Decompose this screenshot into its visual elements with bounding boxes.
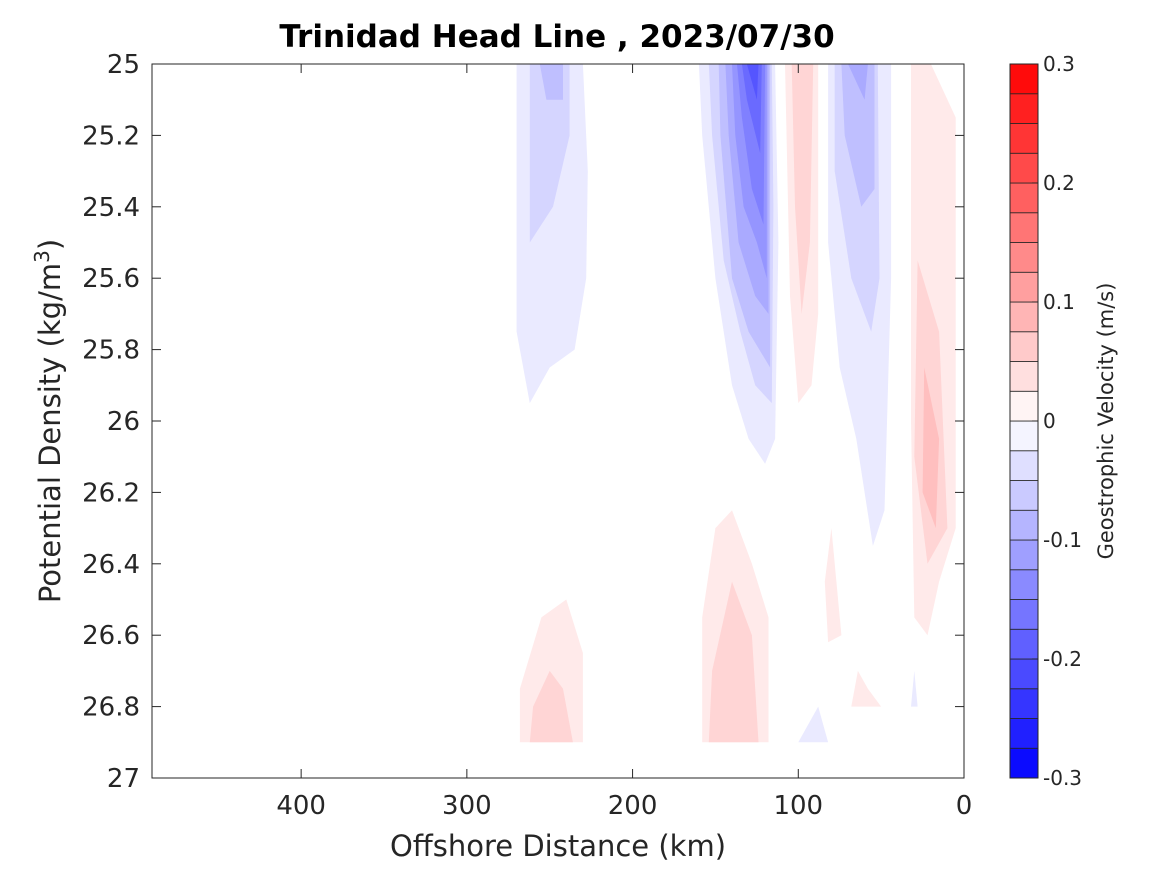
- contour-region: [708, 581, 759, 743]
- colorbar-swatch: [1009, 747, 1039, 779]
- y-tick-label: 25.2: [82, 121, 140, 151]
- colorbar-tick-label: 0.3: [1043, 52, 1075, 76]
- x-axis-ticks: 400 300 200 100 0: [276, 64, 972, 821]
- colorbar: -0.3 -0.2 -0.1 0 0.1 0.2 0.3 Geostrophic Veloc…: [1009, 52, 1118, 790]
- colorbar-swatch: [1009, 658, 1039, 690]
- contour-region: [848, 64, 868, 100]
- colorbar-swatch: [1009, 361, 1039, 392]
- contour-region: [798, 706, 829, 743]
- colorbar-tick-label: 0.2: [1043, 171, 1075, 195]
- y-tick-label: 25.4: [82, 193, 140, 223]
- chart-title: Trinidad Head Line , 2023/07/30: [279, 19, 834, 55]
- contour-region: [746, 64, 759, 100]
- colorbar-swatch: [1009, 480, 1039, 511]
- colorbar-swatch: [1009, 301, 1039, 333]
- colorbar-swatch: [1009, 450, 1039, 481]
- colorbar-swatch: [1009, 212, 1039, 243]
- colorbar-tick-label: -0.1: [1043, 528, 1082, 552]
- x-tick-label: 100: [773, 791, 823, 821]
- y-tick-label: 26.2: [82, 478, 140, 508]
- colorbar-swatch: [1009, 509, 1039, 541]
- colorbar-swatch: [1009, 93, 1039, 124]
- colorbar-tick-label: 0: [1043, 409, 1056, 433]
- y-axis-ticks: 25 25.2 25.4 25.6 25.8 26 26.2 26.4 26.6 26.8 27: [82, 50, 964, 794]
- colorbar-swatch: [1009, 390, 1039, 422]
- y-axis-label: Potential Density (kg/m3): [30, 239, 67, 603]
- contour-region: [539, 64, 563, 100]
- x-tick-label: 400: [276, 791, 326, 821]
- colorbar-swatches: [1009, 63, 1039, 779]
- x-tick-label: 300: [442, 791, 492, 821]
- colorbar-ticks: -0.3 -0.2 -0.1 0 0.1 0.2 0.3: [1032, 52, 1082, 790]
- colorbar-swatch: [1009, 539, 1039, 571]
- y-tick-label: 25: [107, 50, 140, 80]
- plot-area: 400 300 200 100 0 25 25.2 25.4 25.6 25.8 26 26.2 26…: [82, 50, 972, 821]
- colorbar-swatch: [1009, 688, 1039, 719]
- colorbar-swatch: [1009, 599, 1039, 630]
- contour-region: [529, 670, 573, 743]
- colorbar-tick-label: 0.1: [1043, 290, 1075, 314]
- y-tick-label: 25.8: [82, 336, 140, 366]
- contour-region: [841, 64, 875, 207]
- colorbar-swatch: [1009, 718, 1039, 749]
- colorbar-swatch: [1009, 182, 1039, 214]
- y-tick-label: 26.6: [82, 621, 140, 651]
- colorbar-tick-label: -0.3: [1043, 766, 1082, 790]
- velocity-contours: [516, 64, 956, 743]
- colorbar-swatch: [1009, 152, 1039, 184]
- contour-region: [824, 528, 842, 643]
- colorbar-swatch: [1009, 331, 1039, 362]
- y-tick-label: 26: [107, 407, 140, 437]
- colorbar-swatch: [1009, 271, 1039, 303]
- colorbar-swatch: [1009, 123, 1039, 154]
- x-tick-label: 200: [608, 791, 658, 821]
- colorbar-swatch: [1009, 242, 1039, 273]
- colorbar-swatch: [1009, 628, 1039, 660]
- x-tick-label: 0: [956, 791, 973, 821]
- contour-region: [791, 64, 814, 314]
- contour-region: [529, 64, 570, 243]
- colorbar-swatch: [1009, 569, 1039, 600]
- colorbar-label: Geostrophic Velocity (m/s): [1094, 283, 1118, 560]
- colorbar-swatch: [1009, 420, 1039, 452]
- colorbar-tick-label: -0.2: [1043, 647, 1082, 671]
- contour-region: [922, 367, 940, 529]
- contour-region: [851, 670, 882, 707]
- y-tick-label: 26.8: [82, 693, 140, 723]
- y-tick-label: 25.6: [82, 264, 140, 294]
- y-tick-label: 26.4: [82, 550, 140, 580]
- contour-region: [911, 670, 918, 707]
- y-tick-label: 27: [107, 764, 140, 794]
- x-axis-label: Offshore Distance (km): [390, 829, 726, 863]
- colorbar-swatch: [1009, 63, 1039, 95]
